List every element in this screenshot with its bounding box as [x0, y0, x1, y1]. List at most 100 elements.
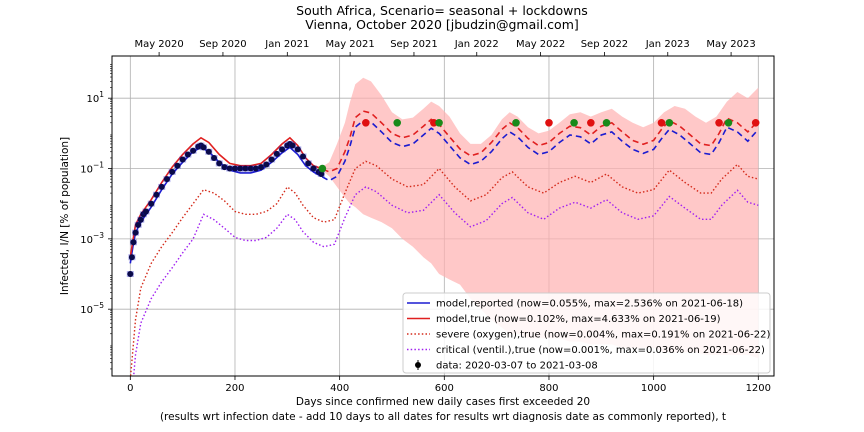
plot-frame — [111, 55, 775, 377]
top-tick-label: Jan 2021 — [264, 39, 309, 50]
data-errorbar — [252, 165, 260, 172]
data-errorbar — [241, 165, 249, 172]
data-errorbar — [247, 165, 255, 172]
data-point — [258, 164, 265, 171]
data-errorbar — [147, 200, 155, 207]
data-point — [268, 156, 275, 163]
data-point — [132, 229, 139, 236]
legend-label-1: model,true (now=0.102%, max=4.633% on 20… — [436, 314, 721, 325]
data-errorbar — [262, 161, 270, 168]
top-tick-label: May 2020 — [134, 39, 183, 50]
data-point — [279, 146, 286, 153]
data-point — [231, 165, 238, 172]
data-point — [148, 200, 155, 207]
data-point — [190, 147, 197, 154]
series-line-model-reported-projection — [313, 119, 759, 182]
marker-red — [362, 118, 370, 127]
top-tick-label: May 2023 — [706, 39, 755, 50]
series-line-critical-ventil-true — [132, 186, 759, 376]
x-tick-label: 1200 — [746, 383, 771, 394]
data-errorbar — [299, 153, 307, 160]
top-tick-label: May 2022 — [516, 39, 565, 50]
y-tick-label: 10−1 — [80, 161, 104, 176]
x-axis-label-2: (results wrt infection date - add 10 day… — [160, 411, 726, 423]
marker-red — [751, 118, 760, 127]
data-point — [237, 165, 244, 172]
data-errorbar — [215, 160, 223, 167]
legend-box — [402, 292, 771, 374]
data-point — [318, 170, 325, 177]
data-point — [289, 142, 296, 149]
data-point — [252, 165, 259, 172]
data-point — [128, 254, 135, 261]
marker-red — [715, 118, 723, 127]
marker-red — [657, 118, 666, 127]
data-point — [242, 165, 249, 172]
data-point — [211, 154, 218, 161]
data-point — [184, 151, 191, 158]
legend-label-3: critical (ventil.),true (now=0.001%, max… — [436, 345, 765, 356]
data-errorbar — [289, 142, 297, 149]
data-point — [200, 144, 207, 151]
data-errorbar — [189, 147, 197, 154]
data-errorbar — [142, 208, 150, 215]
data-errorbar — [283, 142, 291, 149]
data-point — [137, 216, 144, 223]
series-line-model-true-projection — [313, 110, 759, 173]
top-tick-label: Jan 2022 — [454, 39, 499, 50]
y-tick-label: 101 — [86, 90, 104, 105]
top-tick-label: Sep 2022 — [581, 39, 628, 50]
data-errorbar — [309, 165, 317, 172]
data-errorbar — [184, 151, 192, 158]
data-errorbar — [158, 183, 166, 190]
marker-red — [587, 118, 595, 127]
data-point — [294, 146, 301, 153]
data-errorbar — [173, 162, 181, 169]
peak-markers — [318, 118, 760, 173]
data-errorbar — [137, 216, 145, 223]
marker-green — [435, 118, 443, 127]
data-point — [205, 148, 212, 155]
y-tick-label: 10−3 — [80, 231, 104, 246]
data-point — [135, 221, 142, 228]
x-tick-label: 200 — [225, 383, 244, 394]
marker-green — [570, 118, 578, 127]
top-tick-label: Jan 2023 — [645, 39, 690, 50]
data-errorbar — [179, 156, 187, 163]
data-point — [273, 150, 280, 157]
data-point — [153, 191, 160, 198]
data-errorbar — [268, 156, 276, 163]
chart-subtitle: Vienna, October 2020 [jbudzin@gmail.com] — [305, 17, 579, 32]
legend-label-2: severe (oxygen),true (now=0.004%, max=0.… — [436, 330, 770, 341]
data-errorbar — [315, 168, 323, 175]
data-errorbar — [278, 146, 286, 153]
data-errorbar — [139, 211, 147, 218]
x-tick-label: 400 — [330, 383, 349, 394]
data-errorbar — [168, 168, 176, 175]
legend-label-0: model,reported (now=0.055%, max=2.536% o… — [436, 299, 743, 310]
data-point — [300, 153, 307, 160]
series-line-model-true — [129, 136, 322, 258]
x-tick-label: 0 — [127, 383, 133, 394]
data-errorbar — [128, 254, 136, 261]
data-point — [179, 156, 186, 163]
axis-ticks: 0 200 400 600 800 1000 1200 May 2020 Sep 2020 Jan… — [80, 39, 771, 394]
data-errorbar — [236, 165, 244, 172]
data-point — [143, 208, 150, 215]
x-axis-label: Days since confirmed new daily cases fir… — [296, 396, 590, 408]
data-errorbar — [304, 160, 312, 167]
data-point — [158, 183, 165, 190]
marker-green — [724, 118, 733, 127]
marker-green — [393, 118, 402, 127]
marker-green — [512, 118, 520, 127]
data-point — [310, 165, 317, 172]
data-errorbar — [210, 154, 218, 161]
data-errorbar — [132, 229, 140, 236]
data-errorbar — [126, 271, 134, 278]
marker-green — [665, 118, 674, 127]
series-lines — [126, 110, 759, 376]
top-tick-label: May 2021 — [325, 39, 374, 50]
data-errorbar — [231, 165, 239, 172]
data-errorbar — [152, 191, 160, 198]
data-errorbar — [286, 140, 294, 147]
